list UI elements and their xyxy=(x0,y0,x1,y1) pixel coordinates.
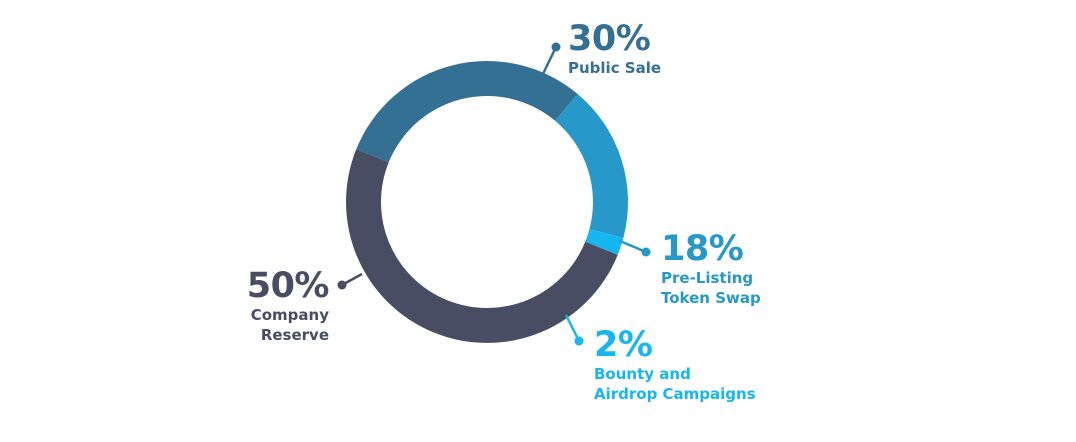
bounty-percent: 2% xyxy=(594,325,653,365)
pre-listing-percent: 18% xyxy=(661,229,744,269)
donut-slice-bounty xyxy=(585,229,624,255)
leader-dot-bounty xyxy=(574,336,584,346)
company-reserve-name-line-2: Reserve xyxy=(260,325,329,344)
leader-line-bounty xyxy=(564,314,581,342)
leader-line-public-sale xyxy=(541,46,558,75)
leader-line-pre-listing xyxy=(619,239,647,254)
pre-listing-name-line-2: Token Swap xyxy=(661,288,761,307)
leader-dot-company-reserve xyxy=(337,280,347,290)
company-reserve-percent: 50% xyxy=(246,266,330,306)
bounty-name-line-2: Airdrop Campaigns xyxy=(594,384,756,403)
pre-listing-name-line-1: Pre-Listing xyxy=(661,268,754,287)
donut-slice-public-sale xyxy=(356,61,578,163)
bounty-name-line-1: Bounty and xyxy=(594,364,691,383)
leader-dot-public-sale xyxy=(551,42,561,52)
label-company-reserve: 50% Company Reserve xyxy=(200,266,330,345)
public-sale-percent: 30% xyxy=(568,19,651,59)
donut-slice-pre-listing xyxy=(555,93,628,239)
label-public-sale: 30% Public Sale xyxy=(568,21,661,78)
public-sale-name-line-1: Public Sale xyxy=(568,58,662,77)
label-pre-listing-token-swap: 18% Pre-Listing Token Swap xyxy=(661,231,761,308)
leader-dot-pre-listing xyxy=(641,247,651,257)
company-reserve-name-line-1: Company xyxy=(250,305,329,324)
label-bounty-airdrop: 2% Bounty and Airdrop Campaigns xyxy=(594,327,756,404)
donut-slice-company-reserve xyxy=(346,149,618,343)
